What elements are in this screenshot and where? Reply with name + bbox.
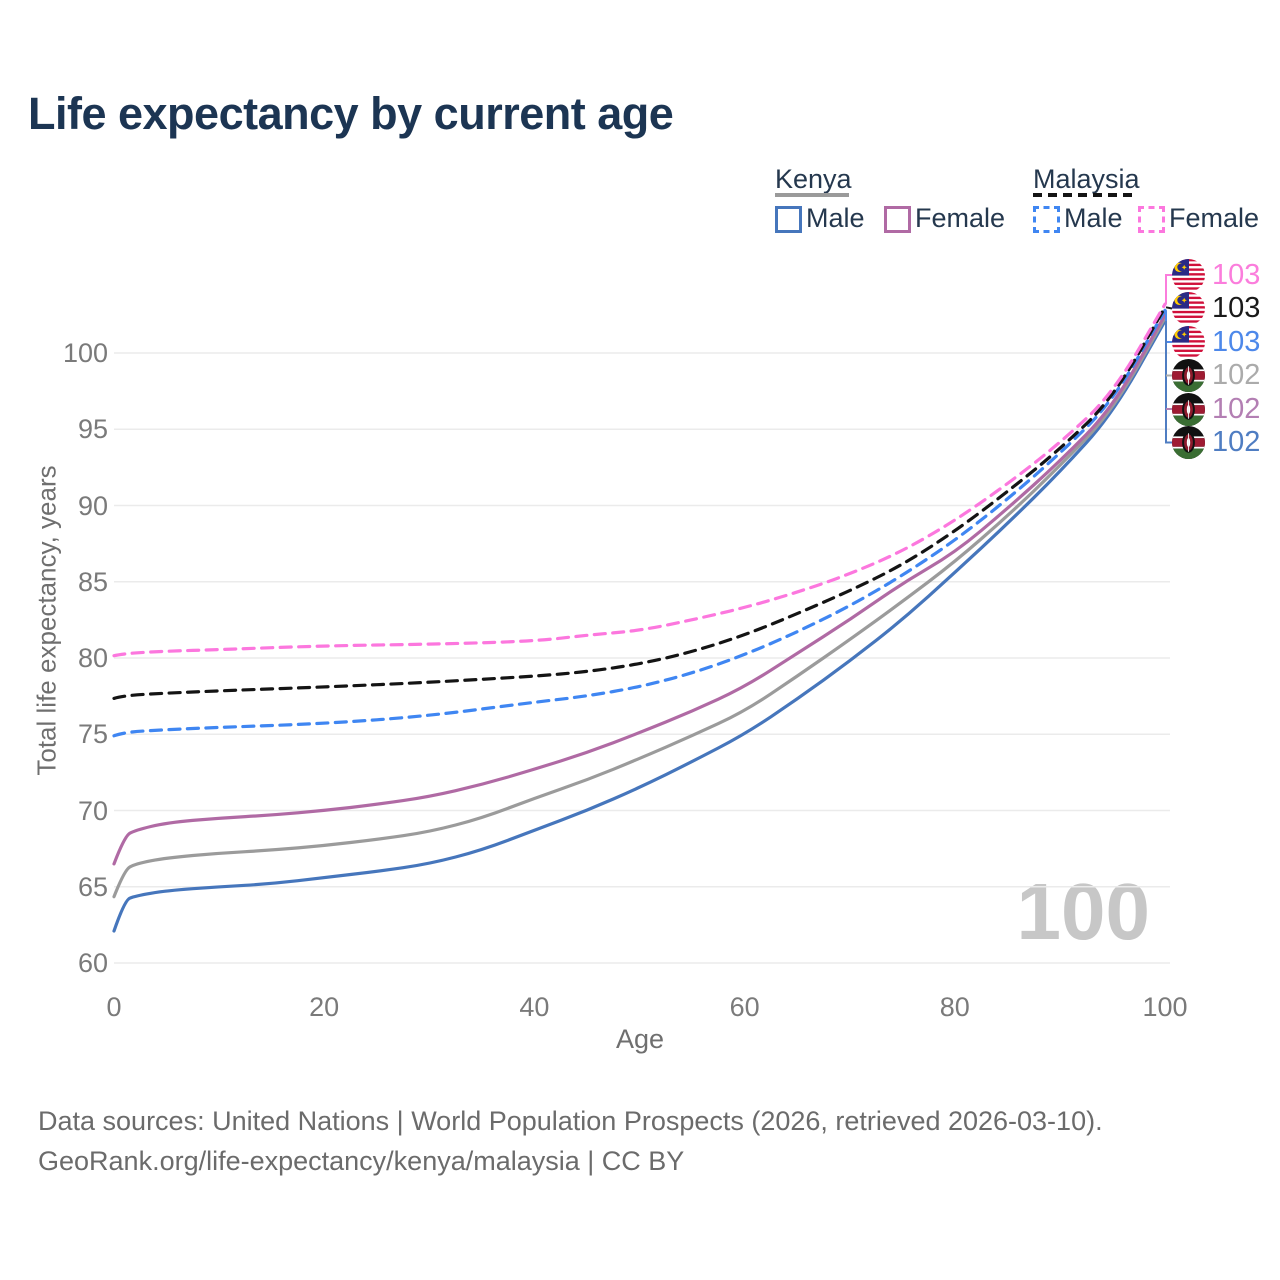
connector-malaysia-female bbox=[1165, 274, 1172, 305]
x-tick-label-100: 100 bbox=[1142, 992, 1188, 1022]
end-label-malaysia-male: 103 bbox=[1172, 325, 1261, 359]
connector-malaysia-total bbox=[1165, 306, 1173, 310]
legend-malaysia-label: Malaysia bbox=[1033, 164, 1140, 194]
page-title: Life expectancy by current age bbox=[28, 88, 674, 139]
series-line-kenya-male bbox=[112, 319, 1167, 933]
legend-kenya-male-swatch bbox=[775, 206, 802, 233]
y-tick-label-65: 65 bbox=[77, 871, 108, 902]
malaysia-flag-icon bbox=[1172, 258, 1205, 292]
y-tick-label-95: 95 bbox=[77, 414, 108, 445]
y-tick-label-100: 100 bbox=[62, 338, 108, 368]
legend-kenya-female-label: Female bbox=[915, 203, 1006, 233]
x-tick-label-0: 0 bbox=[106, 992, 122, 1022]
kenya-flag-icon bbox=[1172, 426, 1205, 459]
legend-kenya-female-swatch bbox=[884, 206, 911, 233]
end-label-value: 103 bbox=[1212, 258, 1261, 291]
end-label-kenya-male: 102 bbox=[1172, 426, 1260, 459]
y-tick-label-75: 75 bbox=[77, 719, 108, 750]
kenya-flag-icon bbox=[1172, 359, 1205, 392]
end-label-kenya-female: 102 bbox=[1172, 392, 1261, 426]
series-line-malaysia-female bbox=[112, 302, 1167, 658]
end-label-value: 103 bbox=[1212, 325, 1261, 358]
data-sources-text: Data sources: United Nations | World Pop… bbox=[38, 1106, 1103, 1136]
attribution-text: GeoRank.org/life-expectancy/kenya/malays… bbox=[38, 1146, 685, 1176]
y-axis-title: Total life expectancy, years bbox=[31, 465, 62, 776]
legend-malaysia-line-swatch bbox=[1033, 193, 1133, 197]
y-tick-label-60: 60 bbox=[77, 948, 108, 978]
end-label-value: 102 bbox=[1212, 426, 1261, 458]
end-label-value: 102 bbox=[1212, 392, 1261, 425]
end-label-value: 103 bbox=[1212, 292, 1261, 324]
axis-max-watermark: 100 bbox=[1016, 867, 1150, 956]
series-line-malaysia-male bbox=[112, 308, 1167, 738]
y-tick-label-85: 85 bbox=[77, 566, 108, 597]
legend-malaysia-female-swatch bbox=[1138, 206, 1165, 233]
legend-kenya-line-swatch bbox=[775, 193, 849, 197]
malaysia-flag-icon bbox=[1172, 292, 1205, 325]
end-label-value: 102 bbox=[1212, 359, 1261, 391]
end-label-malaysia-total: 103 bbox=[1172, 292, 1260, 325]
legend-malaysia-female-label: Female bbox=[1169, 203, 1260, 233]
kenya-flag-icon bbox=[1172, 392, 1205, 426]
connector-kenya-male bbox=[1165, 321, 1172, 444]
y-tick-label-90: 90 bbox=[77, 490, 108, 521]
legend-kenya-male-label: Male bbox=[806, 203, 865, 233]
y-tick-label-70: 70 bbox=[77, 795, 108, 826]
end-label-kenya-total: 102 bbox=[1172, 359, 1260, 392]
x-tick-label-80: 80 bbox=[939, 992, 970, 1022]
legend-malaysia-male-label: Male bbox=[1064, 203, 1123, 233]
x-tick-label-20: 20 bbox=[309, 992, 340, 1022]
x-tick-label-60: 60 bbox=[729, 992, 760, 1022]
y-tick-label-80: 80 bbox=[77, 643, 108, 673]
series-line-kenya-total bbox=[112, 316, 1167, 899]
series-line-kenya-female bbox=[112, 313, 1167, 866]
end-label-malaysia-female: 103 bbox=[1172, 258, 1261, 292]
legend-malaysia-male-swatch bbox=[1033, 206, 1060, 233]
x-axis-title: Age bbox=[615, 1024, 665, 1054]
series-line-malaysia-total bbox=[112, 305, 1167, 700]
x-tick-label-40: 40 bbox=[519, 992, 550, 1022]
legend-kenya-label: Kenya bbox=[775, 164, 852, 194]
malaysia-flag-icon bbox=[1172, 325, 1205, 359]
